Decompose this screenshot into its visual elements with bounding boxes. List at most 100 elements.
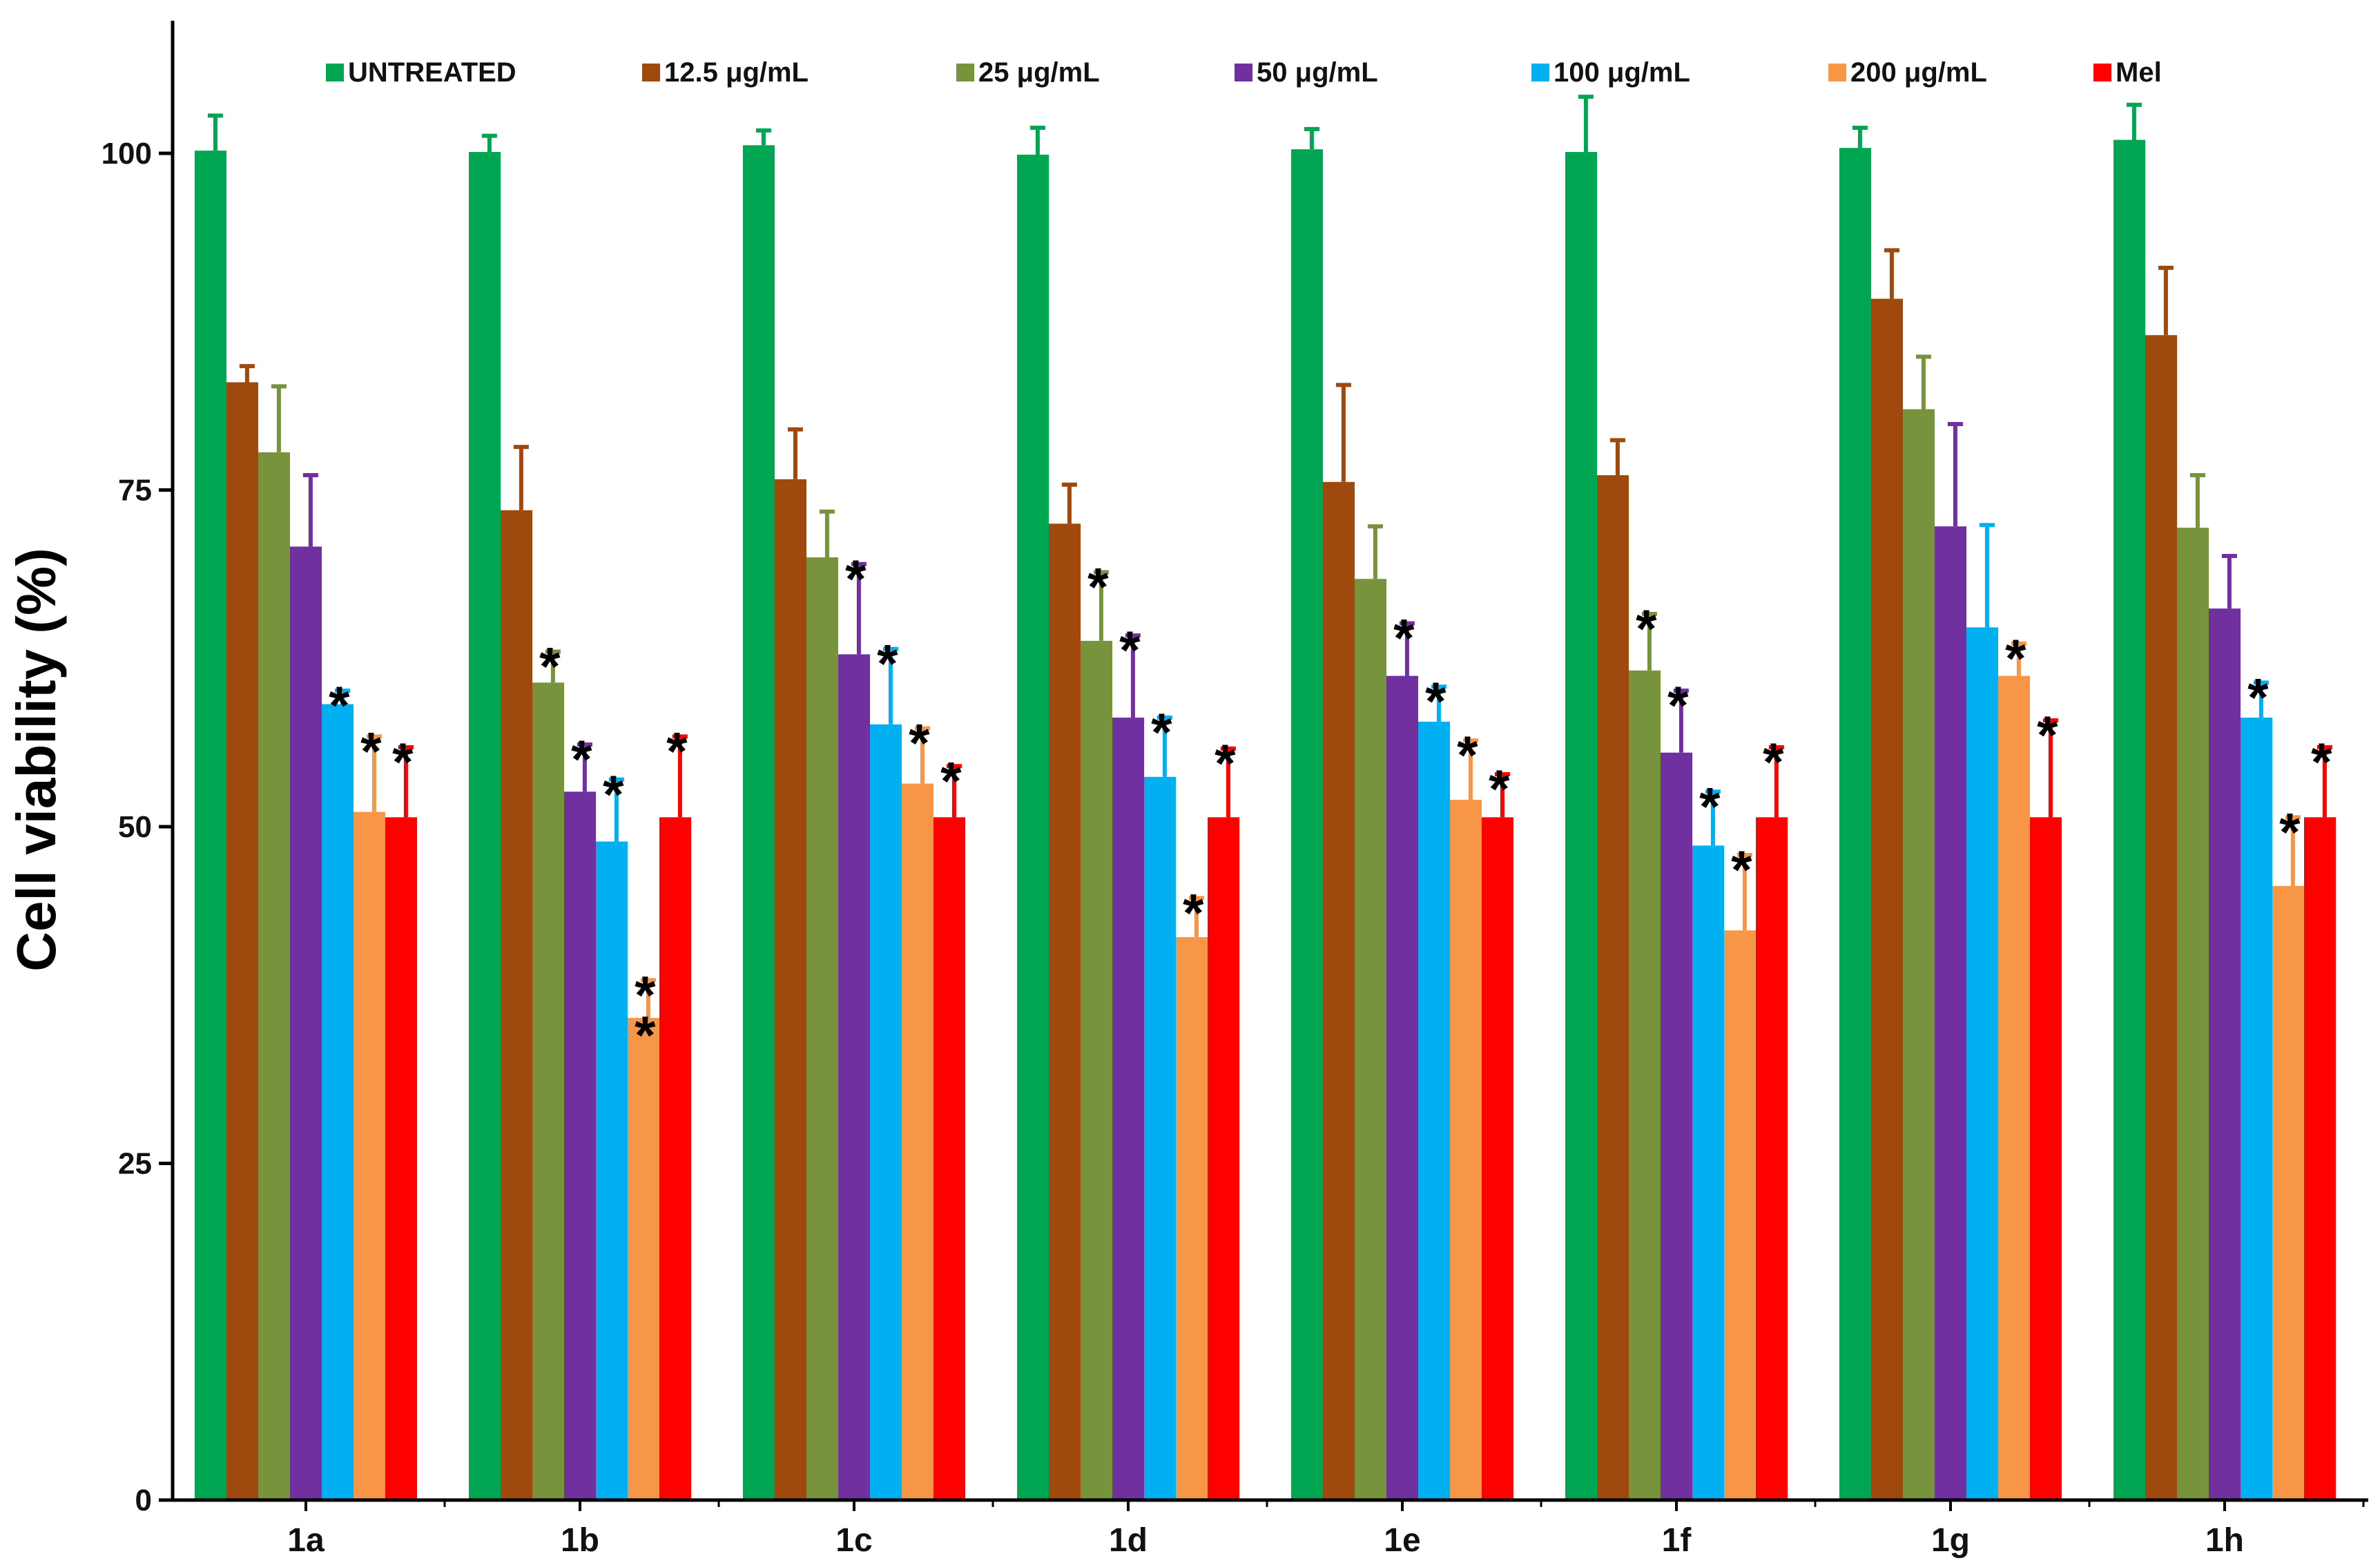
x-tick-label-1d: 1d bbox=[1109, 1522, 1148, 1559]
bar-1a-series-4 bbox=[322, 704, 354, 1500]
significance-mark-1g-series-6: * bbox=[2037, 704, 2058, 765]
significance-mark-1f-series-2: * bbox=[1636, 598, 1657, 659]
bar-1f-series-4 bbox=[1692, 845, 1724, 1500]
axes-layer: 1a 1b 1c 1d 1e 1f 1g 1h 0 25 50 75 100 bbox=[101, 21, 2368, 1559]
significance-mark-1h-series-6: * bbox=[2311, 731, 2332, 792]
bar-1e-series-1 bbox=[1323, 481, 1355, 1500]
bar-1h-series-3 bbox=[2209, 608, 2241, 1500]
significance-mark-1a-series-5: * bbox=[360, 720, 382, 781]
bar-1c-series-5 bbox=[902, 783, 933, 1500]
bar-1h-series-4 bbox=[2241, 718, 2272, 1500]
bar-1c-series-3 bbox=[838, 654, 870, 1500]
y-tick-label-0: 0 bbox=[135, 1484, 152, 1517]
significance-mark-1d-series-3: * bbox=[1119, 620, 1141, 680]
bar-1d-series-0 bbox=[1017, 154, 1049, 1501]
bar-1f-series-1 bbox=[1597, 475, 1629, 1500]
legend-label-4: 100 μg/mL bbox=[1554, 57, 1690, 88]
bar-1a-series-2 bbox=[258, 452, 290, 1500]
bars-layer bbox=[195, 140, 2336, 1501]
y-tick-label-50: 50 bbox=[118, 810, 152, 844]
significance-mark-1f-series-3: * bbox=[1667, 675, 1689, 736]
significance-mark-1e-series-6: * bbox=[1489, 758, 1510, 819]
significance-mark-1b-series-6: * bbox=[666, 720, 688, 781]
x-tick-label-1c: 1c bbox=[835, 1522, 872, 1559]
bar-1c-series-0 bbox=[743, 145, 775, 1500]
legend-swatch-0 bbox=[326, 64, 344, 81]
significance-mark-1b-series-2: * bbox=[539, 636, 561, 697]
significance-mark-1h-series-4: * bbox=[2247, 666, 2269, 727]
legend-label-6: Mel bbox=[2116, 57, 2162, 88]
bar-1h-series-6 bbox=[2304, 817, 2336, 1500]
bar-1f-series-3 bbox=[1661, 752, 1692, 1500]
legend-swatch-2 bbox=[956, 64, 974, 81]
bar-1h-series-2 bbox=[2177, 528, 2209, 1500]
bar-1e-series-5 bbox=[1450, 800, 1482, 1500]
x-tick-label-1e: 1e bbox=[1384, 1522, 1420, 1559]
significance-mark-1g-series-5: * bbox=[2005, 628, 2026, 689]
bar-1d-series-4 bbox=[1144, 776, 1176, 1500]
legend-label-3: 50 μg/mL bbox=[1257, 57, 1378, 88]
bar-1e-series-6 bbox=[1482, 817, 1513, 1500]
x-tick-label-1b: 1b bbox=[561, 1522, 599, 1559]
significance-mark-1b-series-5: * bbox=[635, 964, 656, 1025]
significance-mark-1b-series-3: * bbox=[571, 729, 592, 789]
error-bars-layer bbox=[207, 95, 2332, 1018]
bar-1g-series-1 bbox=[1871, 298, 1903, 1501]
significance-mark-1d-series-6: * bbox=[1215, 733, 1236, 794]
bar-1b-series-1 bbox=[501, 510, 532, 1500]
bar-1b-series-0 bbox=[469, 152, 501, 1500]
bar-1g-series-4 bbox=[1966, 627, 1998, 1500]
y-tick-label-100: 100 bbox=[101, 137, 152, 171]
bar-1f-series-0 bbox=[1565, 152, 1597, 1500]
legend-label-2: 25 μg/mL bbox=[978, 57, 1100, 88]
bar-1h-series-0 bbox=[2113, 140, 2145, 1500]
bar-1a-series-5 bbox=[354, 812, 385, 1500]
bar-1d-series-5 bbox=[1176, 937, 1208, 1500]
bar-1g-series-6 bbox=[2030, 817, 2062, 1500]
significance-mark-1c-series-5: * bbox=[909, 713, 930, 774]
legend-label-0: UNTREATED bbox=[348, 57, 516, 88]
x-tick-label-1a: 1a bbox=[287, 1522, 325, 1559]
legend: UNTREATED 12.5 μg/mL 25 μg/mL 50 μg/mL 100 μ… bbox=[326, 57, 2162, 88]
bar-1c-series-2 bbox=[806, 557, 838, 1500]
significance-mark-1f-series-6: * bbox=[1763, 731, 1784, 792]
bar-1d-series-3 bbox=[1112, 718, 1144, 1500]
significance-mark-1b-series-4: * bbox=[603, 764, 624, 825]
significance-mark-2-1b-series-5: * bbox=[635, 1004, 656, 1065]
significance-mark-1a-series-6: * bbox=[392, 731, 414, 792]
bar-1f-series-5 bbox=[1724, 930, 1756, 1500]
bar-1b-series-4 bbox=[596, 841, 628, 1500]
bar-1d-series-2 bbox=[1081, 640, 1112, 1500]
significance-mark-1e-series-5: * bbox=[1457, 724, 1478, 785]
significance-mark-1d-series-5: * bbox=[1183, 882, 1204, 943]
bar-1d-series-6 bbox=[1208, 817, 1239, 1500]
x-tick-label-1g: 1g bbox=[1931, 1522, 1970, 1559]
legend-swatch-5 bbox=[1828, 64, 1846, 81]
significance-mark-1f-series-4: * bbox=[1699, 776, 1721, 836]
significance-mark-1d-series-2: * bbox=[1087, 556, 1109, 617]
bar-1a-series-6 bbox=[385, 817, 417, 1500]
bar-1h-series-1 bbox=[2145, 335, 2177, 1500]
bar-1a-series-3 bbox=[290, 546, 322, 1500]
bar-1a-series-0 bbox=[195, 151, 226, 1501]
bar-1b-series-6 bbox=[659, 817, 691, 1500]
significance-mark-1a-series-4: * bbox=[329, 675, 350, 736]
legend-swatch-6 bbox=[2093, 64, 2111, 81]
bar-1g-series-2 bbox=[1903, 409, 1935, 1500]
bar-1g-series-0 bbox=[1839, 148, 1871, 1501]
bar-1c-series-1 bbox=[775, 479, 806, 1500]
bar-1e-series-0 bbox=[1291, 149, 1323, 1500]
bar-1f-series-6 bbox=[1756, 817, 1788, 1500]
bar-1h-series-5 bbox=[2272, 885, 2304, 1500]
legend-label-1: 12.5 μg/mL bbox=[664, 57, 809, 88]
significance-mark-1d-series-4: * bbox=[1151, 702, 1172, 762]
significance-mark-1e-series-4: * bbox=[1425, 671, 1447, 731]
bar-1c-series-6 bbox=[933, 817, 965, 1500]
bar-1b-series-3 bbox=[564, 791, 596, 1500]
significance-mark-1f-series-5: * bbox=[1731, 839, 1752, 900]
bar-1g-series-3 bbox=[1935, 526, 1966, 1500]
bar-1e-series-2 bbox=[1355, 579, 1386, 1501]
legend-swatch-3 bbox=[1235, 64, 1252, 81]
